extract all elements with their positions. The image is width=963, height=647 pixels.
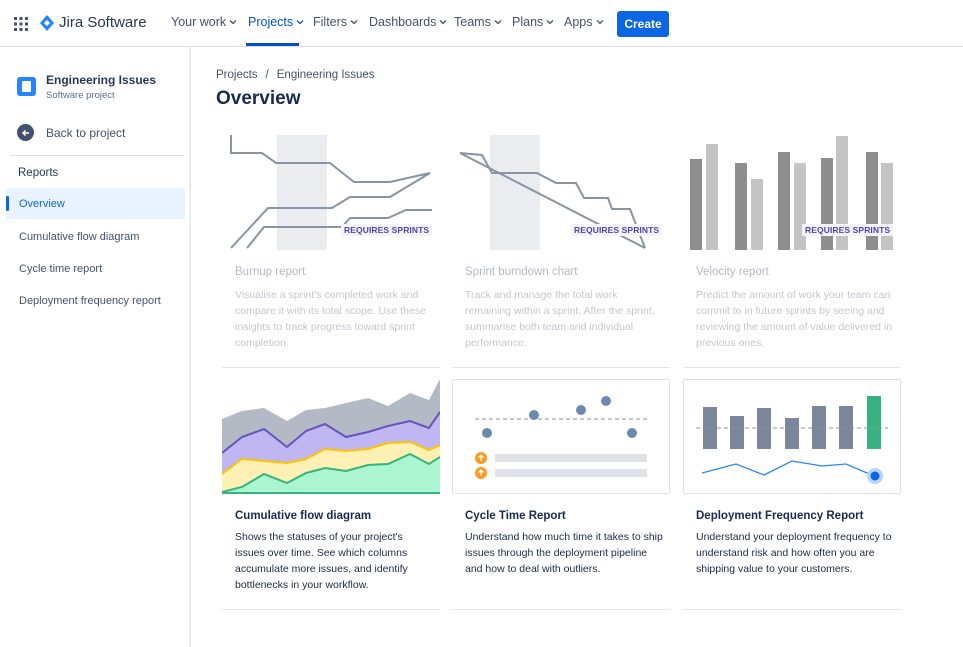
- card-description: Predict the amount of work your team can…: [696, 289, 893, 349]
- nav-label: Dashboards: [369, 15, 437, 29]
- card-title: Sprint burndown chart: [465, 266, 578, 278]
- sidebar-item-label: Cumulative flow diagram: [19, 230, 140, 243]
- nav-plans[interactable]: Plans: [512, 15, 554, 29]
- nav-label: Your work: [171, 15, 227, 29]
- top-navigation: Jira Software Your work Projects Filters…: [0, 0, 963, 47]
- reports-section-label: Reports: [18, 167, 59, 179]
- card-deployment-frequency[interactable]: Deployment Frequency Report Understand y…: [683, 379, 901, 611]
- card-title: Cycle Time Report: [465, 510, 566, 522]
- card-burnup-report[interactable]: REQUIRES SPRINTS Burnup report Visualise…: [222, 135, 440, 369]
- active-nav-indicator: [246, 43, 299, 46]
- card-divider: [683, 367, 901, 368]
- chevron-down-icon: [229, 20, 237, 25]
- sidebar-item-cycle-time[interactable]: Cycle time report: [6, 253, 185, 284]
- card-divider: [452, 367, 670, 368]
- requires-sprints-badge: REQUIRES SPRINTS: [571, 224, 663, 236]
- nav-label: Apps: [564, 15, 593, 29]
- card-cumulative-flow[interactable]: Cumulative flow diagram Shows the status…: [222, 379, 440, 611]
- deployment-frequency-illustration: [696, 396, 888, 484]
- project-avatar-icon: [17, 77, 36, 96]
- nav-label: Plans: [512, 15, 544, 29]
- logo-text: Jira Software: [59, 14, 147, 31]
- nav-your-work[interactable]: Your work: [171, 15, 237, 29]
- card-velocity-report[interactable]: REQUIRES SPRINTS Velocity report Predict…: [683, 135, 901, 369]
- chevron-down-icon: [596, 20, 603, 25]
- nav-label: Teams: [454, 15, 491, 29]
- chevron-down-icon: [439, 20, 447, 25]
- cycle-time-frame: [452, 379, 670, 494]
- sidebar-item-label: Cycle time report: [19, 262, 103, 275]
- jira-logo[interactable]: Jira Software: [40, 14, 147, 31]
- chevron-down-icon: [350, 20, 358, 25]
- breadcrumb-engineering-issues[interactable]: Engineering Issues: [276, 69, 375, 81]
- chevron-down-icon: [494, 20, 502, 25]
- nav-projects[interactable]: Projects: [248, 15, 304, 29]
- project-sidebar: Engineering Issues Software project Back…: [0, 47, 191, 647]
- back-label: Back to project: [46, 125, 126, 140]
- deployment-frequency-frame: [683, 379, 901, 494]
- app-switcher-icon[interactable]: [14, 17, 28, 31]
- nav-dashboards[interactable]: Dashboards: [369, 15, 447, 29]
- sidebar-item-label: Deployment frequency report: [19, 294, 161, 307]
- nav-teams[interactable]: Teams: [454, 15, 502, 29]
- card-title: Cumulative flow diagram: [235, 510, 372, 522]
- requires-sprints-badge: REQUIRES SPRINTS: [802, 224, 894, 236]
- requires-sprints-badge: REQUIRES SPRINTS: [341, 224, 433, 236]
- chevron-down-icon: [546, 20, 554, 25]
- card-title: Burnup report: [235, 266, 306, 278]
- card-divider: [683, 609, 901, 610]
- card-divider: [222, 609, 440, 610]
- nav-label: Projects: [248, 15, 294, 29]
- back-to-project-button[interactable]: Back to project: [17, 124, 125, 141]
- card-divider: [452, 609, 670, 610]
- card-description: Shows the statuses of your project's iss…: [235, 531, 408, 591]
- breadcrumb-projects[interactable]: Projects: [216, 69, 258, 81]
- velocity-illustration: [690, 136, 893, 250]
- arrow-left-icon: [17, 124, 34, 141]
- page-title: Overview: [216, 88, 301, 109]
- breadcrumb: Projects / Engineering Issues: [216, 69, 375, 81]
- burnup-illustration: [230, 135, 432, 250]
- cycle-time-illustration: [475, 396, 647, 479]
- card-description: Track and manage the total work remainin…: [465, 289, 655, 349]
- chevron-down-icon: [296, 20, 304, 25]
- project-name: Engineering Issues: [46, 73, 157, 87]
- card-sprint-burndown[interactable]: REQUIRES SPRINTS Sprint burndown chart T…: [452, 135, 670, 369]
- cumulative-flow-illustration: [222, 379, 440, 494]
- card-description: Understand your deployment frequency to …: [696, 531, 892, 575]
- nav-apps[interactable]: Apps: [564, 15, 604, 29]
- card-description: Visualise a sprint's completed work and …: [235, 289, 426, 349]
- sidebar-item-overview[interactable]: Overview: [6, 188, 185, 219]
- card-cycle-time-report[interactable]: Cycle Time Report Understand how much ti…: [452, 379, 670, 611]
- card-title: Velocity report: [696, 266, 769, 278]
- sidebar-item-cumulative-flow[interactable]: Cumulative flow diagram: [6, 221, 185, 252]
- sidebar-divider: [10, 155, 184, 156]
- card-title: Deployment Frequency Report: [696, 510, 864, 522]
- nav-label: Filters: [313, 15, 348, 29]
- sidebar-item-label: Overview: [19, 197, 65, 210]
- nav-filters[interactable]: Filters: [313, 15, 358, 29]
- breadcrumb-separator: /: [265, 69, 269, 81]
- jira-diamond-icon: [40, 14, 54, 31]
- card-description: Understand how much time it takes to shi…: [465, 531, 663, 575]
- project-type: Software project: [46, 90, 115, 101]
- card-divider: [222, 367, 440, 368]
- sidebar-item-deployment-frequency[interactable]: Deployment frequency report: [6, 285, 185, 316]
- create-button[interactable]: Create: [617, 11, 669, 37]
